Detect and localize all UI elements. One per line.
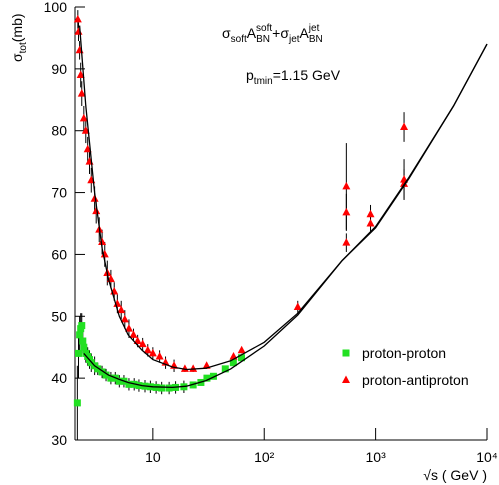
- x-tick-label: 10²: [254, 449, 275, 465]
- data-point: [76, 331, 84, 339]
- data-point: [100, 249, 109, 258]
- y-tick-label: 90: [51, 61, 67, 77]
- data-point: [342, 238, 351, 246]
- data-point: [94, 365, 102, 373]
- formula-part: A: [300, 25, 310, 41]
- data-point: [366, 219, 375, 227]
- data-point: [155, 351, 164, 360]
- data-point: [135, 382, 143, 390]
- data-point: [92, 206, 101, 215]
- data-point: [125, 380, 133, 388]
- data-point: [74, 349, 82, 357]
- ptmin: ptmin=1.15 GeV: [246, 67, 341, 87]
- data-point: [293, 302, 302, 311]
- data-point: [400, 122, 409, 131]
- data-point: [79, 337, 87, 345]
- data-point: [98, 237, 107, 246]
- y-label-part: σ: [9, 53, 25, 62]
- data-point: [102, 371, 110, 379]
- y-tick-label: 100: [44, 0, 68, 15]
- data-point: [117, 305, 126, 314]
- y-axis-label: σtot(mb): [9, 13, 29, 62]
- data-point: [76, 70, 85, 79]
- data-point: [366, 209, 375, 218]
- data-point: [143, 345, 152, 354]
- data-point: [133, 336, 142, 345]
- fit-curve: [83, 43, 488, 389]
- data-point: [78, 322, 86, 330]
- y-tick-label: 80: [51, 123, 67, 139]
- x-tick-label: 10: [145, 449, 161, 465]
- data-point: [77, 89, 86, 97]
- legend-marker: [342, 375, 350, 383]
- data-point: [342, 181, 351, 190]
- formula-part: soft: [231, 34, 247, 45]
- x-tick-label: 10³: [366, 449, 387, 465]
- data-point: [90, 194, 99, 202]
- formula-part: +σ: [272, 25, 289, 41]
- data-point: [203, 374, 211, 382]
- data-point: [98, 368, 106, 376]
- data-point: [237, 345, 246, 354]
- formula-part: jet: [288, 34, 300, 45]
- data-point: [189, 364, 198, 372]
- y-label-part: tot: [18, 42, 29, 53]
- data-point: [79, 113, 88, 122]
- data-point: [400, 179, 409, 187]
- formula-part: jet: [308, 23, 320, 34]
- data-point: [107, 374, 115, 382]
- data-point: [120, 314, 129, 323]
- data-point: [138, 339, 147, 348]
- formula-part: BN: [256, 34, 270, 45]
- data-point: [73, 399, 81, 407]
- x-tick-label: 10⁴: [476, 449, 498, 465]
- data-point: [115, 377, 123, 385]
- data-point: [165, 384, 173, 392]
- y-tick-label: 70: [51, 185, 67, 201]
- ptmin-part: =1.15 GeV: [273, 67, 341, 83]
- data-point: [229, 359, 237, 367]
- legend-label: proton-antiproton: [362, 372, 469, 388]
- legend-label: proton-proton: [362, 345, 446, 361]
- data-point: [80, 343, 88, 351]
- data-point: [237, 354, 245, 362]
- data-point: [221, 365, 229, 373]
- x-axis-label: √s ( GeV ): [423, 467, 487, 483]
- formula-part: soft: [256, 23, 272, 34]
- data-point: [74, 27, 83, 35]
- y-tick-label: 60: [51, 246, 67, 262]
- formula: σsoftABNsoft+σjetABNjet: [222, 23, 323, 45]
- y-tick-label: 40: [51, 370, 67, 386]
- ptmin-part: p: [246, 67, 254, 83]
- data-point: [129, 330, 138, 338]
- data-point: [148, 348, 157, 357]
- data-point: [158, 384, 166, 392]
- data-point: [124, 324, 133, 332]
- formula-part: σ: [222, 25, 231, 41]
- data-point: [73, 14, 82, 23]
- data-point: [75, 45, 84, 54]
- y-tick-label: 30: [51, 432, 67, 448]
- legend-marker: [342, 349, 350, 357]
- y-tick-label: 50: [51, 308, 67, 324]
- y-label-part: (mb): [9, 13, 25, 42]
- data-point: [209, 372, 217, 380]
- data-point: [342, 207, 351, 216]
- fit-curve: [78, 25, 488, 371]
- formula-part: BN: [309, 34, 323, 45]
- formula-part: A: [247, 25, 257, 41]
- data-point: [85, 157, 94, 165]
- ptmin-part: tmin: [254, 76, 273, 87]
